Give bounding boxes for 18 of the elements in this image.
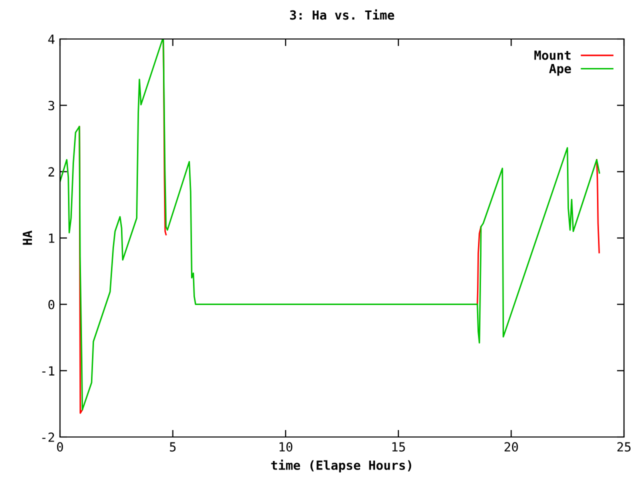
x-tick-label: 20 [504, 442, 518, 452]
x-tick-label: 15 [392, 442, 405, 452]
y-tick-label: 2 [48, 167, 54, 176]
x-tick-label: 5 [170, 442, 176, 452]
x-tick-label: 0 [57, 442, 63, 452]
x-axis-title: time (Elapse Hours) [271, 460, 412, 472]
legend-label: Ape [549, 64, 571, 76]
chart-title: 3: Ha vs. Time [290, 9, 394, 20]
legend-label: Mount [534, 50, 571, 60]
x-tick-label: 25 [617, 442, 631, 452]
y-tick-label: 4 [48, 34, 55, 44]
x-tick-label: 10 [280, 442, 292, 452]
y-axis-title: HA [22, 230, 32, 245]
y-tick-label: -1 [42, 366, 54, 376]
y-tick-label: 1 [49, 234, 54, 243]
y-tick-label: 0 [48, 300, 54, 310]
y-tick-label: -2 [42, 432, 54, 442]
y-tick-label: 3 [48, 100, 54, 110]
